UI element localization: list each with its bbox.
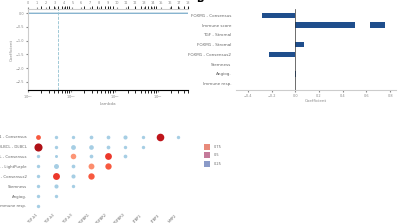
Point [35, 174, 42, 178]
Point [70, 165, 76, 168]
Point [88, 155, 94, 158]
Point [204, 145, 210, 148]
Point [105, 165, 111, 168]
Point [70, 174, 76, 178]
Point [35, 194, 42, 198]
Point [105, 155, 111, 158]
Point [35, 165, 42, 168]
Point [53, 155, 59, 158]
Point [70, 184, 76, 188]
Point [122, 145, 128, 148]
Point [140, 135, 146, 138]
Bar [295, 42, 304, 47]
Point [35, 204, 42, 208]
Bar [295, 22, 354, 28]
Point [105, 145, 111, 148]
Point [53, 174, 59, 178]
Point [70, 135, 76, 138]
Point [122, 155, 128, 158]
Point [204, 163, 210, 166]
Point [122, 135, 128, 138]
Point [157, 135, 163, 138]
Point [70, 145, 76, 148]
Point [174, 135, 181, 138]
Point [105, 135, 111, 138]
Y-axis label: Coefficient: Coefficient [9, 38, 13, 61]
Point [53, 184, 59, 188]
Text: 0.25: 0.25 [214, 162, 222, 166]
Point [53, 135, 59, 138]
Point [53, 145, 59, 148]
Bar [269, 52, 295, 57]
Point [35, 155, 42, 158]
Point [204, 154, 210, 157]
Point [88, 174, 94, 178]
Point [140, 145, 146, 148]
Point [53, 165, 59, 168]
Point [35, 145, 42, 148]
Text: 0.75: 0.75 [214, 145, 222, 149]
Point [88, 145, 94, 148]
Point [88, 135, 94, 138]
Point [35, 184, 42, 188]
Text: 0.5: 0.5 [214, 153, 220, 157]
Point [35, 135, 42, 138]
X-axis label: Coefficient: Coefficient [305, 99, 327, 103]
Bar [370, 22, 385, 28]
Bar [262, 13, 295, 18]
Text: A: A [4, 0, 12, 1]
Point [70, 155, 76, 158]
Point [53, 194, 59, 198]
X-axis label: Lambda: Lambda [100, 102, 116, 106]
Point [88, 165, 94, 168]
Text: B: B [196, 0, 203, 4]
